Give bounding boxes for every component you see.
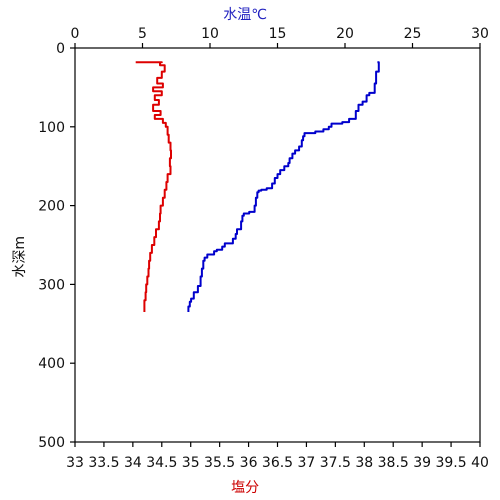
salinity-tick-label: 34 <box>124 455 142 471</box>
temperature-tick-label: 25 <box>404 26 422 42</box>
temperature-tick-label: 15 <box>269 26 287 42</box>
salinity-tick-label: 38.5 <box>378 455 409 471</box>
salinity-tick-label: 35 <box>182 455 200 471</box>
axis-labels: 水深m 水温℃ 塩分 <box>12 7 267 496</box>
salinity-tick-label: 34.5 <box>146 455 177 471</box>
y-tick-label: 100 <box>38 120 65 136</box>
salinity-tick-label: 40 <box>471 455 489 471</box>
salinity-tick-label: 36.5 <box>262 455 293 471</box>
y-tick-label: 300 <box>38 277 65 293</box>
temperature-tick-label: 30 <box>471 26 489 42</box>
salinity-tick-label: 36 <box>240 455 258 471</box>
salinity-tick-label: 37.5 <box>320 455 351 471</box>
y-tick-label: 200 <box>38 199 65 215</box>
salinity-tick-label: 33 <box>66 455 84 471</box>
salinity-axis-label: 塩分 <box>231 480 259 496</box>
y-tick-label: 500 <box>38 435 65 451</box>
salinity-profile-line <box>135 61 172 312</box>
salinity-tick-label: 39 <box>413 455 431 471</box>
temperature-tick-label: 0 <box>71 26 80 42</box>
temperature-tick-label: 20 <box>336 26 354 42</box>
salinity-tick-label: 38 <box>355 455 373 471</box>
tick-labels: 0 100 200 300 400 500 0 5 10 15 20 25 30 33 33.5 34 34.5… <box>38 26 489 471</box>
salinity-tick-label: 33.5 <box>88 455 119 471</box>
temperature-tick-label: 5 <box>138 26 147 42</box>
salinity-tick-label: 39.5 <box>435 455 466 471</box>
y-axis-label: 水深m <box>12 236 28 278</box>
y-tick-label: 400 <box>38 356 65 372</box>
temperature-tick-label: 10 <box>201 26 219 42</box>
temperature-profile-line <box>187 61 380 312</box>
y-tick-label: 0 <box>56 41 65 57</box>
salinity-tick-label: 37 <box>298 455 316 471</box>
axis-ticks <box>70 43 481 447</box>
salinity-tick-label: 35.5 <box>204 455 235 471</box>
series-layer <box>135 61 380 312</box>
temperature-axis-label: 水温℃ <box>223 7 267 23</box>
